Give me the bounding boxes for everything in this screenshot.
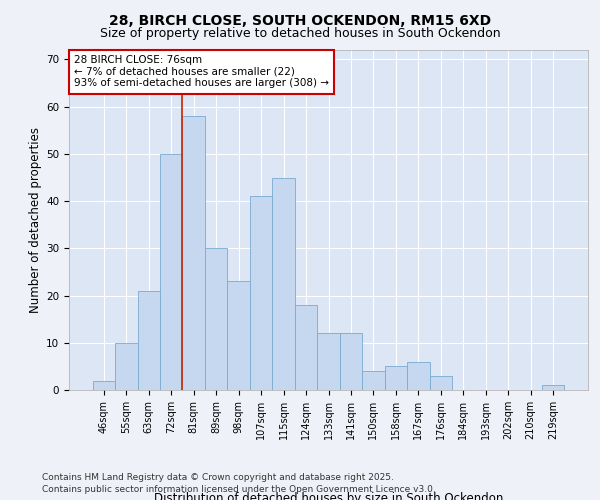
Bar <box>272 178 295 390</box>
Bar <box>295 305 317 390</box>
Bar <box>92 380 115 390</box>
Bar <box>250 196 272 390</box>
Bar <box>385 366 407 390</box>
Bar <box>205 248 227 390</box>
Bar <box>115 343 137 390</box>
Y-axis label: Number of detached properties: Number of detached properties <box>29 127 42 313</box>
Bar <box>340 334 362 390</box>
Text: Contains public sector information licensed under the Open Government Licence v3: Contains public sector information licen… <box>42 485 436 494</box>
Bar <box>182 116 205 390</box>
Text: Contains HM Land Registry data © Crown copyright and database right 2025.: Contains HM Land Registry data © Crown c… <box>42 474 394 482</box>
Bar <box>160 154 182 390</box>
X-axis label: Distribution of detached houses by size in South Ockendon: Distribution of detached houses by size … <box>154 492 503 500</box>
Bar <box>362 371 385 390</box>
Text: Size of property relative to detached houses in South Ockendon: Size of property relative to detached ho… <box>100 28 500 40</box>
Bar <box>137 291 160 390</box>
Bar <box>407 362 430 390</box>
Text: 28, BIRCH CLOSE, SOUTH OCKENDON, RM15 6XD: 28, BIRCH CLOSE, SOUTH OCKENDON, RM15 6X… <box>109 14 491 28</box>
Bar <box>227 282 250 390</box>
Text: 28 BIRCH CLOSE: 76sqm
← 7% of detached houses are smaller (22)
93% of semi-detac: 28 BIRCH CLOSE: 76sqm ← 7% of detached h… <box>74 55 329 88</box>
Bar <box>317 334 340 390</box>
Bar <box>430 376 452 390</box>
Bar <box>542 386 565 390</box>
